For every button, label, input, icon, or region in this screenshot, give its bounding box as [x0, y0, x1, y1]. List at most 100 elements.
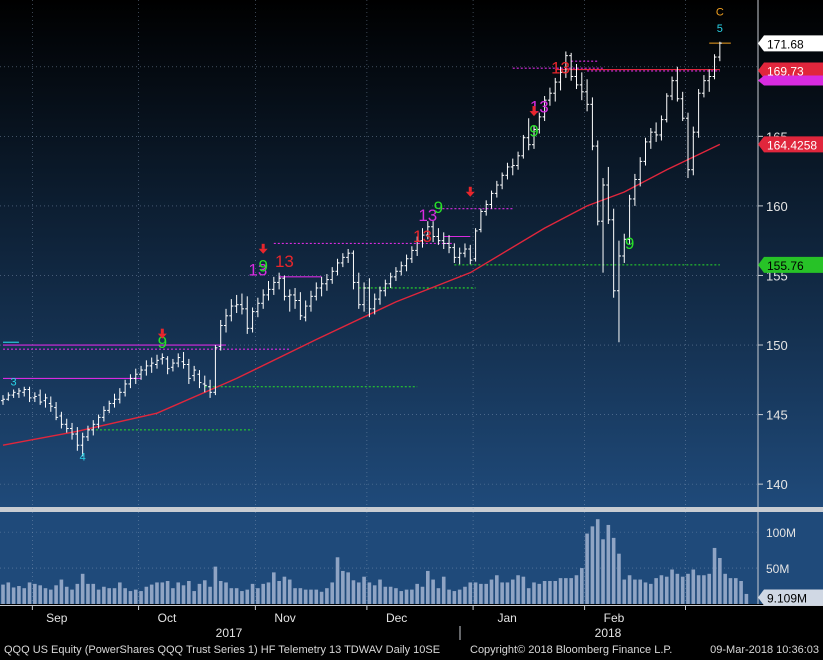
volume-bar: [272, 572, 276, 604]
volume-bar: [367, 582, 372, 604]
volume-bar: [11, 587, 16, 604]
volume-bar: [627, 575, 632, 604]
gridlines: [0, 0, 758, 604]
ohlc-bar: [425, 221, 430, 240]
volume-bar: [341, 570, 345, 604]
volume-bar: [139, 591, 143, 604]
ohlc-bar: [659, 115, 664, 141]
price-label-green: 155.76: [758, 256, 823, 273]
ohlc-bar: [500, 172, 505, 190]
y-tick-label: 145: [766, 408, 788, 423]
ohlc-bar: [494, 180, 499, 198]
ohlc-bar: [303, 300, 308, 322]
ohlc-bar: [298, 292, 303, 320]
volume-bar: [426, 570, 430, 604]
ohlc-bar: [616, 240, 621, 343]
ohlc-bar: [420, 228, 425, 248]
volume-bar: [155, 582, 159, 604]
volume-bar: [197, 583, 202, 604]
volume-bar: [532, 582, 536, 604]
ohlc-bar: [388, 272, 393, 288]
price-label-text: 169.73: [767, 65, 804, 79]
volume-bar: [102, 586, 106, 604]
ohlc-bar: [409, 246, 414, 263]
volume-bar: [372, 585, 377, 604]
volume-bar: [118, 582, 122, 604]
volume-bar: [585, 533, 589, 604]
ohlc-bar: [128, 374, 133, 389]
ohlc-bar: [261, 289, 266, 309]
ohlc-bar: [64, 418, 69, 433]
ohlc-bar: [308, 290, 313, 312]
ohlc-bar: [447, 235, 452, 254]
volume-bar: [107, 588, 111, 604]
ohlc-bar: [192, 365, 197, 382]
ohlc-bar: [362, 282, 367, 312]
arrow-shaft: [160, 328, 164, 334]
price-label-text: 155.76: [767, 259, 804, 273]
volume-bar: [234, 588, 239, 604]
ohlc-bar: [606, 166, 611, 224]
volume-bar: [633, 579, 637, 604]
volume-bar: [229, 588, 234, 604]
volume-bar: [744, 593, 749, 604]
ohlc-bar: [255, 297, 260, 318]
ohlc-bar: [96, 414, 101, 429]
volume-bar: [383, 586, 388, 604]
td-count-label: 13: [275, 252, 294, 271]
volume-bar: [516, 575, 520, 604]
td-count-label: 9: [434, 198, 443, 217]
volume-bar: [659, 575, 664, 604]
ohlc-bar: [585, 79, 590, 112]
volume-bar: [181, 585, 186, 604]
ohlc-bar: [218, 319, 223, 351]
volume-bar: [739, 581, 743, 604]
volume-bar: [622, 579, 627, 604]
volume-bar: [314, 589, 319, 604]
volume-bar: [245, 589, 250, 604]
volume-bar: [702, 575, 706, 604]
ohlc-bar: [595, 140, 600, 226]
volume-label-box: [758, 589, 823, 606]
ohlc-bar: [239, 293, 244, 315]
ohlc-bar: [654, 122, 659, 142]
volume-bars: [1, 519, 749, 604]
volume-bar: [611, 537, 616, 604]
ohlc-bar: [393, 267, 398, 282]
volume-bar: [187, 581, 191, 604]
ohlc-bar: [452, 243, 457, 263]
ohlc-bar: [229, 299, 234, 322]
ohlc-bar: [478, 208, 483, 233]
volume-bar: [415, 583, 419, 604]
volume-bar: [664, 576, 669, 604]
td-count-label: 5: [717, 23, 723, 35]
price-label-box: [758, 62, 823, 79]
td-count-label: 3: [11, 376, 17, 388]
volume-bar: [54, 585, 58, 604]
y-tick-label: 140: [766, 477, 788, 492]
volume-bar: [463, 586, 467, 604]
volume-bar: [1, 584, 5, 604]
ohlc-bar: [457, 247, 462, 265]
x-year-label: 2017: [216, 626, 243, 640]
ohlc-bar: [340, 253, 345, 268]
volume-bar: [558, 578, 563, 604]
volume-bar: [325, 588, 329, 604]
ohlc-bar: [293, 287, 298, 309]
td-count-label: 9: [529, 121, 538, 140]
vol-tick-label: 50M: [766, 562, 789, 576]
volume-bar: [526, 588, 531, 604]
ohlc-bar: [532, 125, 536, 149]
volume-bar: [160, 582, 165, 604]
td-count-label: 9: [625, 234, 634, 253]
volume-bar: [96, 589, 101, 604]
ohlc-bar: [80, 432, 85, 457]
volume-bar: [144, 586, 149, 604]
volume-bar: [330, 582, 335, 604]
volume-bar: [537, 583, 542, 604]
ohlc-bar: [712, 54, 717, 80]
volume-bar: [579, 568, 584, 604]
ohlc-bar: [16, 388, 21, 398]
chart-description: QQQ US Equity (PowerShares QQQ Trust Ser…: [4, 644, 441, 656]
